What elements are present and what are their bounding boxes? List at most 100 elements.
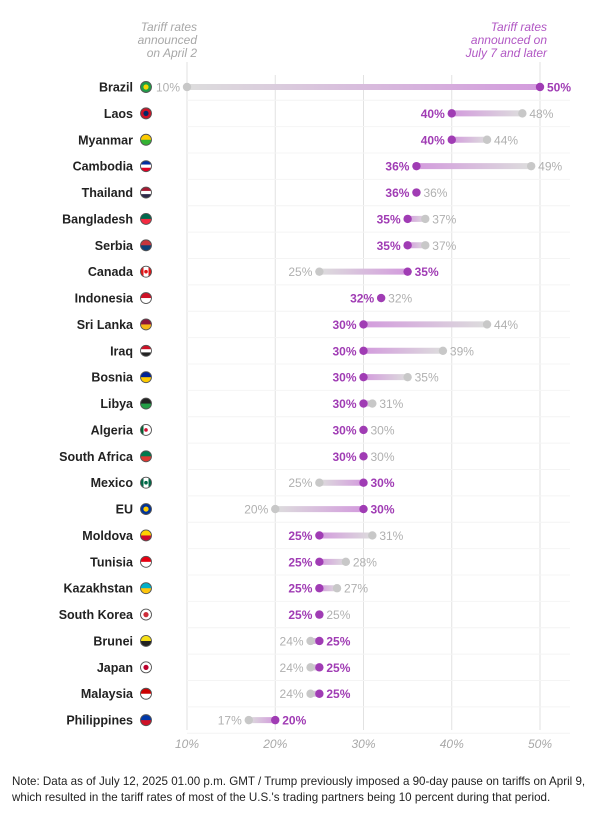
x-tick-label: 40%	[440, 737, 464, 751]
row-serbia: Serbia 35% 37%	[95, 239, 570, 259]
iraq-flag-icon	[140, 344, 152, 357]
april2-dot	[332, 584, 342, 593]
july7-value-label: 30%	[332, 423, 356, 437]
country-label: Iraq	[110, 344, 133, 358]
april2-dot	[306, 689, 315, 698]
algeria-flag-icon	[140, 423, 152, 436]
july7-value-label: 32%	[350, 292, 374, 306]
april2-dot	[368, 399, 377, 408]
july7-value-label: 30%	[371, 503, 395, 517]
x-tick-label: 50%	[528, 737, 552, 751]
myanmar-flag-icon	[140, 133, 152, 146]
april2-dot	[482, 135, 492, 144]
april2-value-label: 25%	[326, 608, 350, 622]
malaysia-flag-icon	[140, 687, 152, 700]
mexico-flag-icon	[140, 476, 152, 489]
july7-dot	[447, 135, 456, 144]
july7-value-label: 50%	[547, 81, 571, 95]
july7-dot	[315, 689, 324, 698]
row-philippines: Philippines 20% 17%	[66, 714, 570, 734]
april2-dot	[244, 715, 253, 725]
april2-dot	[271, 504, 280, 514]
row-brazil: Brazil 50% 10%	[99, 81, 571, 101]
row-sri-lanka: Sri Lanka 30% 44%	[77, 318, 570, 339]
july7-dot	[403, 267, 412, 276]
april2-value-label: 24%	[280, 634, 304, 648]
bosnia-flag-icon	[140, 371, 152, 384]
july7-dot	[315, 663, 324, 672]
row-indonesia: Indonesia 32% 32%	[75, 292, 570, 312]
april2-dot	[368, 531, 377, 540]
range-bar	[248, 717, 276, 724]
row-malaysia: Malaysia 25% 24%	[81, 687, 570, 708]
july7-value-label: 30%	[332, 450, 356, 464]
range-bar	[451, 136, 488, 143]
range-bar	[275, 506, 364, 513]
april2-value-label: 17%	[218, 714, 242, 728]
july7-dot	[535, 82, 545, 92]
country-label: Mexico	[91, 476, 134, 490]
july7-value-label: 30%	[332, 371, 356, 385]
row-algeria: Algeria 30% 30%	[91, 423, 570, 444]
cambodia-flag-icon	[140, 160, 152, 173]
country-label: South Africa	[59, 450, 134, 464]
eu-flag-icon	[140, 503, 152, 516]
july7-dot	[359, 372, 368, 382]
country-label: Malaysia	[81, 687, 134, 701]
range-bar	[363, 374, 408, 381]
country-label: Cambodia	[73, 160, 134, 174]
range-bar	[319, 268, 408, 275]
july7-dot	[359, 320, 368, 329]
x-tick-label: 20%	[262, 737, 287, 751]
april2-value-label: 30%	[371, 423, 395, 437]
july7-value-label: 30%	[371, 476, 395, 490]
april2-value-label: 27%	[344, 582, 368, 596]
april2-value-label: 31%	[379, 397, 403, 411]
april2-dot	[526, 161, 536, 171]
july7-value-label: 40%	[421, 133, 445, 147]
july7-dot	[315, 531, 324, 540]
x-tick-label: 10%	[175, 737, 199, 751]
south-africa-flag-icon	[140, 450, 152, 463]
july7-value-label: 35%	[377, 239, 401, 253]
country-label: Canada	[88, 265, 134, 279]
july7-value-label: 25%	[326, 634, 350, 648]
july7-dot	[315, 610, 324, 619]
country-label: EU	[116, 503, 133, 517]
range-bar	[363, 347, 443, 354]
range-bar	[319, 532, 373, 539]
april2-value-label: 24%	[280, 661, 304, 675]
april2-value-label: 24%	[280, 687, 304, 701]
april2-value-label: 37%	[432, 239, 456, 253]
bangladesh-flag-icon	[140, 212, 152, 225]
country-label: Japan	[97, 661, 133, 675]
july7-dot	[359, 425, 368, 435]
country-label: Brazil	[99, 81, 133, 95]
row-bosnia: Bosnia 30% 35%	[91, 371, 570, 391]
brazil-flag-icon	[140, 81, 152, 93]
country-label: Philippines	[66, 714, 133, 728]
row-bangladesh: Bangladesh 35% 37%	[62, 212, 570, 233]
country-label: Moldova	[82, 529, 134, 543]
july7-value-label: 25%	[288, 582, 312, 596]
row-tunisia: Tunisia 25% 28%	[90, 555, 570, 576]
legend-july7-line: Tariff rates	[491, 20, 547, 34]
july7-dot	[412, 161, 421, 171]
april2-dot	[341, 557, 351, 567]
july7-dot	[315, 584, 324, 593]
range-bar	[187, 84, 540, 90]
july7-dot	[359, 346, 368, 355]
libya-flag-icon	[140, 397, 152, 410]
legend-april2-line: announced	[138, 33, 198, 47]
moldova-flag-icon	[140, 529, 152, 542]
july7-value-label: 20%	[282, 714, 306, 728]
july7-value-label: 25%	[288, 529, 312, 543]
july7-value-label: 35%	[377, 212, 401, 226]
country-label: Bangladesh	[62, 212, 133, 226]
laos-flag-icon	[140, 107, 152, 120]
july7-dot	[271, 715, 280, 725]
april2-dot	[403, 372, 412, 382]
